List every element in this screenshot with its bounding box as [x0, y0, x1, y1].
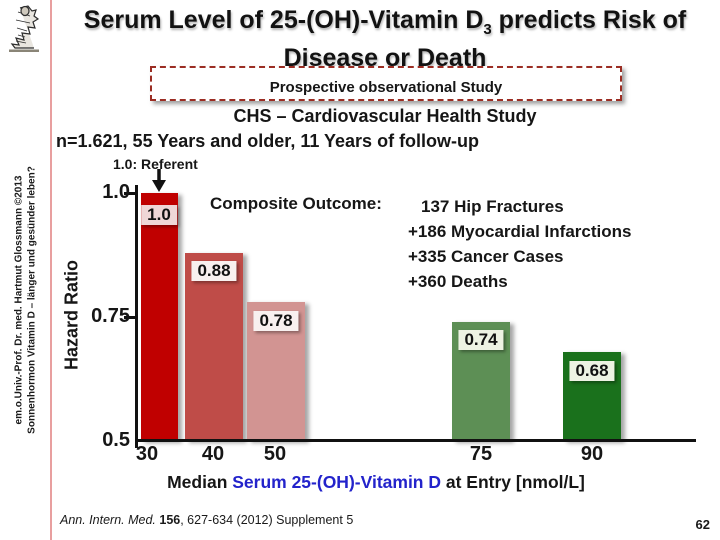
bar-value-label: 0.68: [569, 361, 615, 381]
x-tick-label: 30: [135, 443, 159, 465]
page-number: 62: [695, 517, 710, 532]
x-tick-label: 75: [469, 443, 493, 465]
bar-75: 0.74: [452, 322, 510, 441]
slide-title: Serum Level of 25-(OH)-Vitamin D3 predic…: [52, 6, 718, 72]
y-tick-label: 0.5: [102, 429, 130, 451]
composite-item: +335 Cancer Cases: [408, 247, 564, 266]
y-axis-line: [135, 185, 138, 448]
x-tick-label: 90: [580, 443, 604, 465]
y-tick-label: 0.75: [91, 305, 130, 327]
y-tick-mark: [124, 191, 135, 195]
citation: Ann. Intern. Med. 156, 627-634 (2012) Su…: [60, 513, 353, 527]
title-part2: predicts Risk of: [491, 6, 687, 34]
y-tick-label: 1.0: [102, 181, 130, 203]
bar-value-label: 0.88: [191, 261, 237, 281]
citation-volume: 156: [155, 513, 181, 527]
x-axis-label: Median Serum 25-(OH)-Vitamin D at Entry …: [52, 472, 700, 493]
composite-item: 137 Hip Fractures: [421, 197, 564, 216]
woodcut-figure-logo-icon: [9, 5, 40, 52]
cohort-description: n=1.621, 55 Years and older, 11 Years of…: [56, 131, 480, 151]
x-tick-label: 40: [201, 443, 225, 465]
y-tick-mark: [124, 315, 135, 319]
xlabel-highlight: Serum 25-(OH)-Vitamin D: [232, 472, 441, 492]
title-part1: Serum Level of 25-(OH)-Vitamin D: [83, 6, 484, 34]
title-subscript: 3: [483, 21, 492, 38]
referent-note: 1.0: Referent: [113, 156, 198, 172]
x-tick-label: 50: [263, 443, 287, 465]
bar-90: 0.68: [563, 352, 621, 441]
x-axis-line: [135, 439, 696, 442]
xlabel-post: at Entry [nmol/L]: [441, 472, 585, 492]
citation-journal: Ann. Intern. Med.: [60, 513, 156, 527]
sidebar-divider: [50, 0, 52, 540]
study-name: CHS – Cardiovascular Health Study: [233, 106, 537, 126]
bar-50: 0.78: [247, 302, 305, 441]
down-arrow-icon: [152, 169, 166, 192]
bar-30: 1.0: [140, 193, 178, 441]
citation-rest: , 627-634 (2012) Supplement 5: [180, 513, 354, 527]
composite-outcome-heading: Composite Outcome:: [210, 194, 382, 213]
plot-area: 1.0 0.88 0.78 0.74 0.68: [0, 193, 720, 441]
bar-value-label: 0.74: [458, 330, 504, 350]
study-type-label: Prospective observational Study: [269, 79, 503, 96]
composite-item: +186 Myocardial Infarctions: [408, 222, 632, 241]
bar-40: 0.88: [185, 253, 243, 441]
composite-item: +360 Deaths: [408, 272, 508, 291]
bar-value-label: 1.0: [141, 205, 177, 225]
xlabel-pre: Median: [167, 472, 233, 492]
study-type-box: Prospective observational Study: [150, 66, 622, 101]
bar-value-label: 0.78: [253, 311, 299, 331]
composite-outcome-list: 137 Hip Fractures +186 Myocardial Infarct…: [408, 194, 631, 294]
